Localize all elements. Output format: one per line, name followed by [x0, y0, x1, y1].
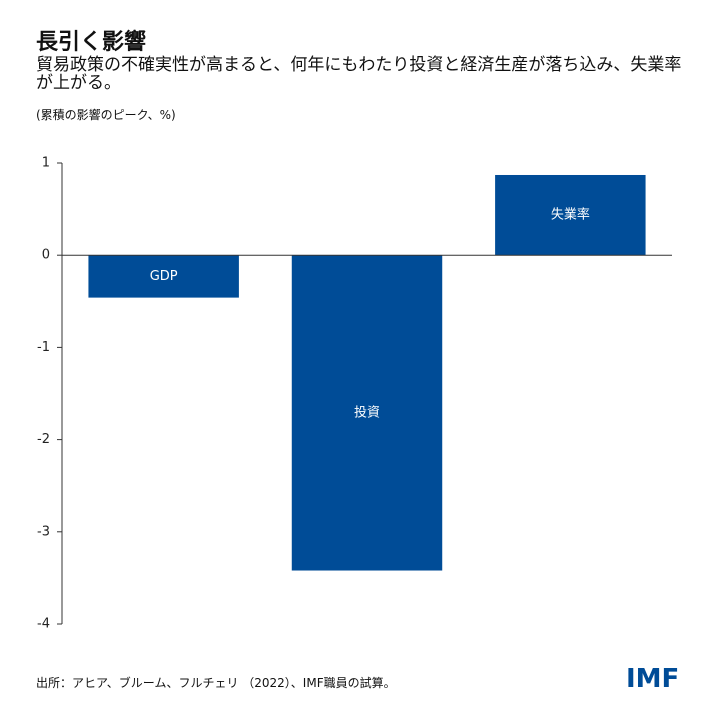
y-tick-label: -1 — [37, 340, 50, 355]
unit-note: (累積の影響のピーク、%) — [36, 108, 176, 122]
bar — [88, 255, 239, 298]
logo: IMF — [626, 664, 680, 694]
bar — [291, 255, 443, 571]
chart-subtitle: 貿易政策の不確実性が高まると、何年にもわたり投資と経済生産が落ち込み、失業率が上… — [36, 55, 682, 93]
y-tick-label: -3 — [37, 524, 50, 539]
y-tick-label: -2 — [37, 432, 50, 447]
bar-label: 投資 — [354, 404, 380, 420]
y-tick-label: 1 — [42, 156, 50, 171]
y-tick-label: -4 — [37, 617, 50, 632]
source-note: 出所：アヒア、ブルーム、フルチェリ （2022）、IMF職員の試算。 — [36, 676, 396, 690]
bar-label: GDP — [150, 269, 178, 284]
chart: -4 -3 -2 -1 0 1 GDP 投資 失業率 — [37, 156, 672, 632]
chart-title: 長引く影響 — [36, 30, 147, 55]
y-tick-label: 0 — [42, 248, 50, 263]
bar-label: 失業率 — [551, 207, 590, 223]
bar — [495, 174, 646, 256]
